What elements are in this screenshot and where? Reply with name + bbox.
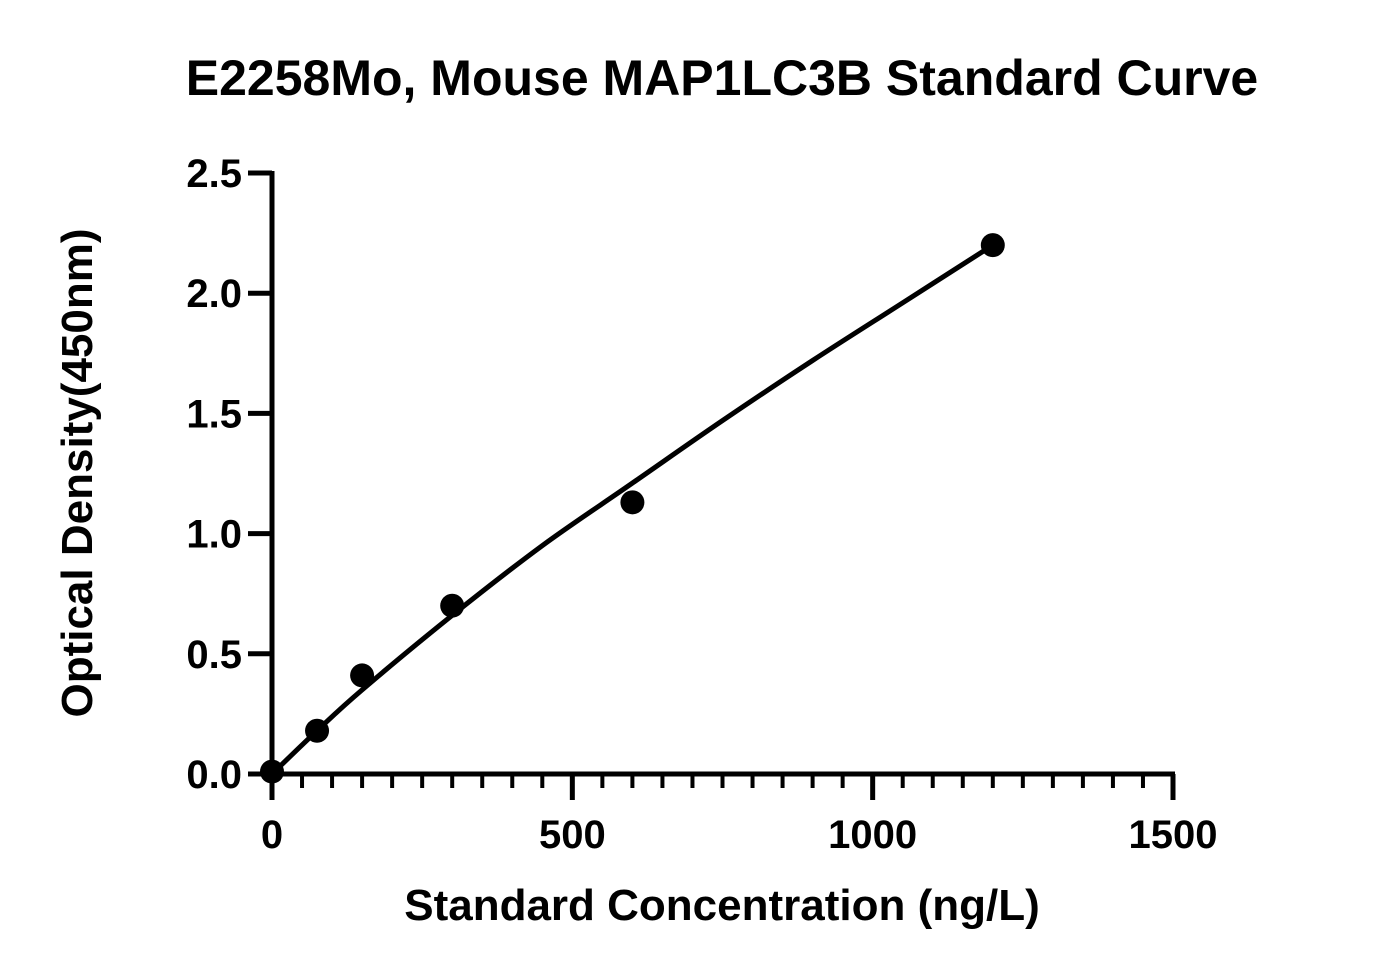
chart-title: E2258Mo, Mouse MAP1LC3B Standard Curve	[186, 50, 1259, 106]
y-axis-label: Optical Density(450nm)	[53, 228, 102, 717]
x-axis-label: Standard Concentration (ng/L)	[404, 881, 1040, 930]
fit-curve-layer	[269, 242, 996, 777]
data-points-layer	[260, 233, 1005, 784]
y-tick-label: 1.0	[186, 513, 242, 557]
data-point	[260, 759, 284, 784]
data-point	[980, 233, 1005, 258]
y-tick-label: 0.0	[186, 753, 242, 797]
axes: 0.0 0.5 1.0 1.5 2.0 2.5 0 500 1000 1500	[186, 152, 1217, 857]
data-point	[350, 663, 375, 688]
y-tick-label: 1.5	[186, 392, 242, 436]
x-tick-label: 1500	[1129, 813, 1218, 857]
y-tick-label: 0.5	[186, 633, 242, 677]
y-tick-label: 2.0	[186, 272, 242, 316]
x-tick-label: 0	[261, 813, 283, 857]
fit-curve-line	[269, 242, 996, 777]
x-tick-label: 500	[539, 813, 606, 857]
y-tick-label: 2.5	[186, 152, 242, 196]
data-point	[620, 490, 645, 515]
data-point	[440, 593, 465, 618]
data-point	[305, 718, 330, 743]
x-tick-label: 1000	[828, 813, 917, 857]
